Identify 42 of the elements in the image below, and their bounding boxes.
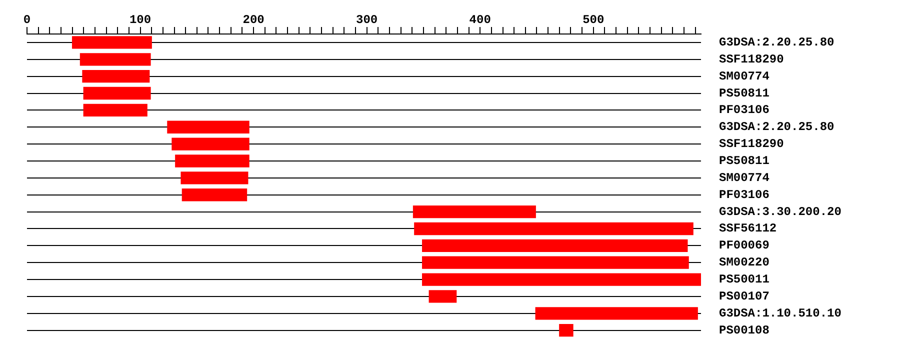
y-tick-label: SM00774 xyxy=(719,69,770,84)
y-tick-label: PF00069 xyxy=(719,238,770,253)
y-tick-label: PS00107 xyxy=(719,289,770,304)
x-tick-label: 0 xyxy=(23,12,31,27)
x-tick-label: 200 xyxy=(242,12,264,27)
bar xyxy=(167,120,250,134)
bar xyxy=(80,53,151,66)
y-tick-label: G3DSA:2.20.25.80 xyxy=(719,35,834,50)
y-tick-label: G3DSA:2.20.25.80 xyxy=(719,120,834,134)
y-tick-label: SSF56112 xyxy=(719,222,777,236)
bar xyxy=(83,86,151,100)
bar xyxy=(422,256,689,269)
x-tick-label: 100 xyxy=(129,12,152,27)
y-tick-label: PS50811 xyxy=(719,154,770,168)
bar xyxy=(412,205,536,218)
bar xyxy=(428,290,457,303)
y-tick-label: SM00220 xyxy=(719,256,770,270)
y-tick-label: G3DSA:3.30.200.20 xyxy=(719,204,842,219)
bar xyxy=(182,188,248,202)
y-tick-label: PS50011 xyxy=(719,272,770,287)
y-tick-label: SSF118290 xyxy=(719,137,784,152)
bar xyxy=(172,138,250,150)
y-tick-label: PS50811 xyxy=(719,86,770,100)
y-tick-label: G3DSA:1.10.510.10 xyxy=(719,306,842,320)
y-tick-label: SSF118290 xyxy=(719,52,784,66)
bar xyxy=(83,104,148,117)
y-tick-label: PS00108 xyxy=(719,323,770,338)
bar xyxy=(535,307,698,320)
x-tick-label: 300 xyxy=(356,12,378,27)
x-tick-label: 500 xyxy=(582,12,604,27)
y-tick-label: PF03106 xyxy=(719,188,770,202)
bar xyxy=(175,154,250,168)
bar xyxy=(414,222,694,236)
bar xyxy=(180,172,248,184)
x-tick-label: 400 xyxy=(469,12,491,27)
y-tick-label: PF03106 xyxy=(719,103,770,118)
y-tick-label: SM00774 xyxy=(719,170,770,185)
bar xyxy=(559,324,574,337)
bar xyxy=(82,70,150,83)
bar xyxy=(422,273,701,286)
bar xyxy=(72,36,152,49)
bar xyxy=(422,239,688,252)
